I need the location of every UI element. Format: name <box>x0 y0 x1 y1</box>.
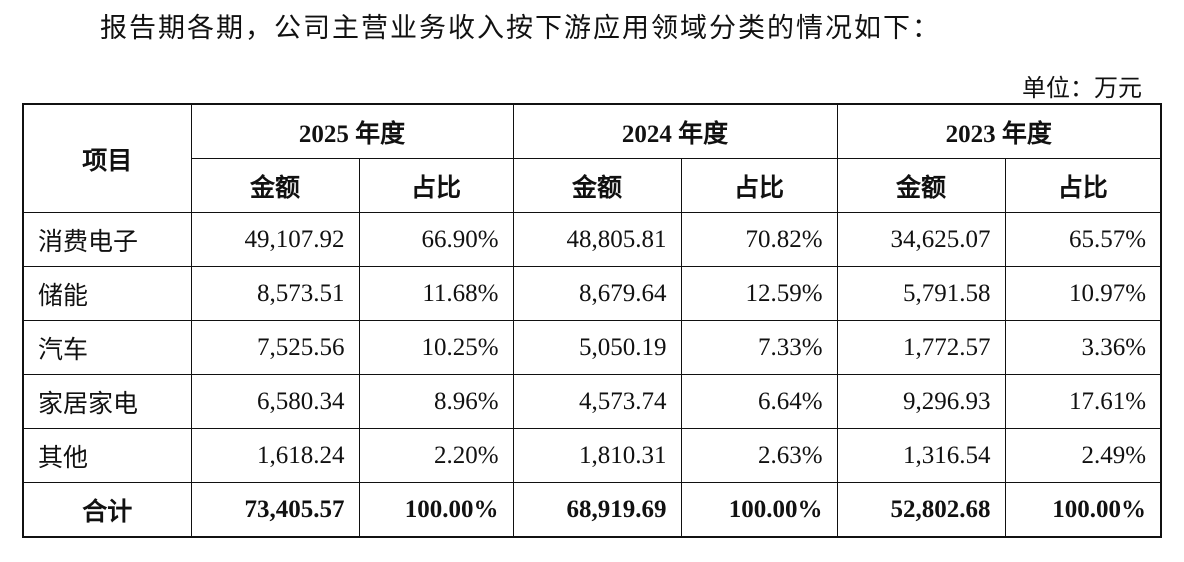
value-cell: 2.20% <box>358 428 514 483</box>
value-cell: 70.82% <box>680 212 838 267</box>
value-cell: 1,810.31 <box>512 428 682 483</box>
year-header: 2025 年度 <box>190 103 514 159</box>
subheader: 金额 <box>836 158 1006 213</box>
subheader: 占比 <box>680 158 838 213</box>
value-cell: 100.00% <box>1004 482 1162 538</box>
row-label: 消费电子 <box>22 212 192 267</box>
subheader: 金额 <box>190 158 360 213</box>
unit-label: 单位：万元 <box>1022 76 1142 102</box>
value-cell: 8.96% <box>358 374 514 429</box>
value-cell: 100.00% <box>358 482 514 538</box>
data-row: 家居家电 6,580.34 8.96% 4,573.74 6.64% 9,296.93 17… <box>22 374 1162 429</box>
value-cell: 4,573.74 <box>512 374 682 429</box>
value-cell: 8,679.64 <box>512 266 682 321</box>
row-label: 其他 <box>22 428 192 483</box>
value-cell: 5,050.19 <box>512 320 682 375</box>
data-row: 消费电子 49,107.92 66.90% 48,805.81 70.82% 34,625… <box>22 212 1162 267</box>
value-cell: 1,618.24 <box>190 428 360 483</box>
data-row: 储能 8,573.51 11.68% 8,679.64 12.59% 5,791.58 10… <box>22 266 1162 321</box>
value-cell: 52,802.68 <box>836 482 1006 538</box>
value-cell: 7,525.56 <box>190 320 360 375</box>
header-row: 项目 2025 年度 2024 年度 2023 年度 <box>22 103 1162 213</box>
value-cell: 66.90% <box>358 212 514 267</box>
value-cell: 65.57% <box>1004 212 1162 267</box>
value-cell: 6.64% <box>680 374 838 429</box>
value-cell: 6,580.34 <box>190 374 360 429</box>
value-cell: 17.61% <box>1004 374 1162 429</box>
revenue-table: 项目 2025 年度 2024 年度 2023 年度 金额 占比 金额 占比 金额 占比 消费… <box>22 103 1163 538</box>
value-cell: 1,772.57 <box>836 320 1006 375</box>
corner-cell: 项目 <box>22 103 192 213</box>
row-label: 汽车 <box>22 320 192 375</box>
value-cell: 7.33% <box>680 320 838 375</box>
value-cell: 8,573.51 <box>190 266 360 321</box>
value-cell: 48,805.81 <box>512 212 682 267</box>
value-cell: 5,791.58 <box>836 266 1006 321</box>
subheader: 占比 <box>1004 158 1162 213</box>
total-row: 合计 73,405.57 100.00% 68,919.69 100.00% 52,802… <box>22 482 1162 538</box>
data-row: 其他 1,618.24 2.20% 1,810.31 2.63% 1,316.54 2.49… <box>22 428 1162 483</box>
value-cell: 11.68% <box>358 266 514 321</box>
value-cell: 12.59% <box>680 266 838 321</box>
value-cell: 9,296.93 <box>836 374 1006 429</box>
year-header: 2024 年度 <box>512 103 838 159</box>
data-row: 汽车 7,525.56 10.25% 5,050.19 7.33% 1,772.57 3.3… <box>22 320 1162 375</box>
value-cell: 2.63% <box>680 428 838 483</box>
table-body: 项目 2025 年度 2024 年度 2023 年度 金额 占比 金额 占比 金额 占比 消费… <box>22 103 1162 538</box>
value-cell: 2.49% <box>1004 428 1162 483</box>
value-cell: 1,316.54 <box>836 428 1006 483</box>
value-cell: 10.25% <box>358 320 514 375</box>
value-cell: 34,625.07 <box>836 212 1006 267</box>
value-cell: 10.97% <box>1004 266 1162 321</box>
value-cell: 49,107.92 <box>190 212 360 267</box>
year-header: 2023 年度 <box>836 103 1162 159</box>
subheader: 占比 <box>358 158 514 213</box>
value-cell: 100.00% <box>680 482 838 538</box>
value-cell: 3.36% <box>1004 320 1162 375</box>
row-label: 家居家电 <box>22 374 192 429</box>
value-cell: 73,405.57 <box>190 482 360 538</box>
row-label: 合计 <box>22 482 192 538</box>
subheader: 金额 <box>512 158 682 213</box>
intro-text: 报告期各期，公司主营业务收入按下游应用领域分类的情况如下： <box>100 13 941 43</box>
subheader-row: 金额 占比 金额 占比 金额 占比 <box>23 158 1162 213</box>
value-cell: 68,919.69 <box>512 482 682 538</box>
row-label: 储能 <box>22 266 192 321</box>
